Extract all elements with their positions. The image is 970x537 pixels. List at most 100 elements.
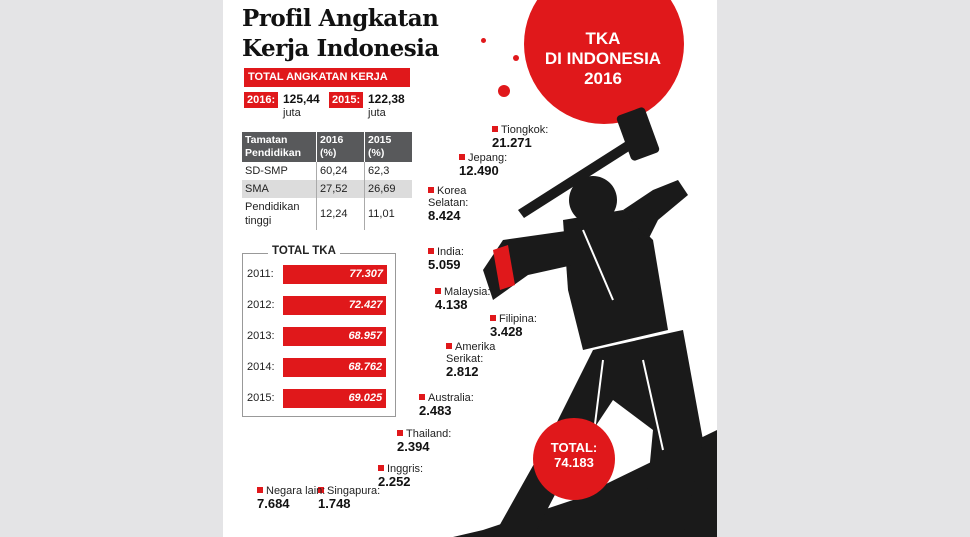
year-2015-label: 2015: bbox=[329, 92, 364, 108]
country-item: Australia: 2.483 bbox=[419, 392, 474, 418]
table-cell: 60,24 bbox=[316, 162, 365, 180]
country-name: Amerika Serikat: bbox=[446, 341, 496, 365]
country-item: Inggris: 2.252 bbox=[378, 463, 423, 489]
sun-title-line1: TKA bbox=[585, 29, 621, 48]
header-cell: Tamatan Pendidikan bbox=[242, 132, 317, 162]
country-item: Thailand: 2.394 bbox=[397, 428, 451, 454]
table-cell: SMA bbox=[242, 180, 317, 198]
bullet-icon bbox=[459, 154, 465, 160]
red-splatter-dot bbox=[498, 85, 510, 97]
country-name-row: Singapura: bbox=[318, 485, 380, 497]
country-item: Korea Selatan: 8.424 bbox=[428, 185, 508, 223]
country-value: 4.138 bbox=[435, 297, 468, 312]
total-angkatan-label: TOTAL ANGKATAN KERJA bbox=[244, 68, 410, 87]
bar-year-label: 2012: bbox=[247, 299, 275, 311]
education-table: Tamatan Pendidikan 2016 (%) 2015 (%) SD-… bbox=[242, 132, 412, 230]
bullet-icon bbox=[490, 315, 496, 321]
country-item: India: 5.059 bbox=[428, 246, 464, 272]
table-row: Pendidikan tinggi 12,24 11,01 bbox=[242, 198, 412, 230]
country-name: Tiongkok: bbox=[501, 124, 549, 136]
bar-year-label: 2014: bbox=[247, 361, 275, 373]
bar-year-label: 2011: bbox=[247, 268, 274, 280]
table-cell: 26,69 bbox=[364, 180, 412, 198]
country-item: Amerika Serikat: 2.812 bbox=[446, 341, 526, 379]
country-value: 1.748 bbox=[318, 496, 351, 511]
header-cell: 2016 (%) bbox=[316, 132, 365, 162]
education-table-header: Tamatan Pendidikan 2016 (%) 2015 (%) bbox=[242, 132, 412, 162]
country-value: 7.684 bbox=[257, 496, 290, 511]
country-name-row: Malaysia: bbox=[435, 286, 490, 298]
country-name-row: Negara lain: bbox=[257, 485, 325, 497]
country-name-row: Tiongkok: bbox=[492, 124, 548, 136]
country-name: India: bbox=[437, 246, 464, 258]
country-value: 3.428 bbox=[490, 324, 523, 339]
bullet-icon bbox=[378, 465, 384, 471]
country-name-row: Australia: bbox=[419, 392, 474, 404]
page-title-line1: Profil Angkatan bbox=[242, 5, 439, 32]
sun-title-line3: 2016 bbox=[584, 69, 622, 88]
country-item: Filipina: 3.428 bbox=[490, 313, 537, 339]
country-value: 5.059 bbox=[428, 257, 461, 272]
bullet-icon bbox=[446, 343, 452, 349]
bar-year-label: 2013: bbox=[247, 330, 275, 342]
country-name: Australia: bbox=[428, 392, 474, 404]
bar-year-label: 2015: bbox=[247, 392, 275, 404]
red-sun-circle bbox=[524, 0, 684, 124]
total-circle-label: TOTAL: bbox=[550, 440, 598, 455]
country-value: 2.252 bbox=[378, 474, 411, 489]
table-row: SD-SMP 60,24 62,3 bbox=[242, 162, 412, 180]
country-name-row: Filipina: bbox=[490, 313, 537, 325]
country-name-row: Amerika Serikat: bbox=[446, 341, 526, 365]
country-name-row: Inggris: bbox=[378, 463, 423, 475]
bullet-icon bbox=[435, 288, 441, 294]
table-cell: SD-SMP bbox=[245, 165, 288, 177]
country-name: Malaysia: bbox=[444, 286, 491, 298]
country-name-row: Korea Selatan: bbox=[428, 185, 508, 209]
total-tka-title: TOTAL TKA bbox=[268, 245, 340, 257]
country-value: 2.483 bbox=[419, 403, 452, 418]
country-item: Tiongkok: 21.271 bbox=[492, 124, 548, 150]
sun-title-line2: DI INDONESIA bbox=[544, 49, 662, 68]
country-name: Filipina: bbox=[499, 313, 537, 325]
year-2016-label: 2016: bbox=[244, 92, 279, 108]
bullet-icon bbox=[257, 487, 263, 493]
red-splatter-dot bbox=[513, 55, 519, 61]
country-name-row: Jepang: bbox=[459, 152, 507, 164]
country-name: Inggris: bbox=[387, 463, 424, 475]
tka-bar: 68.957 bbox=[283, 327, 387, 346]
total-circle-value: 74.183 bbox=[554, 455, 594, 470]
country-value: 2.812 bbox=[446, 364, 479, 379]
infographic: TKA DI INDONESIA 2016 bbox=[223, 0, 717, 537]
table-cell: 27,52 bbox=[316, 180, 365, 198]
header-cell: 2015 (%) bbox=[364, 132, 412, 162]
page-title-line2: Kerja Indonesia bbox=[242, 35, 439, 62]
country-name: Jepang: bbox=[468, 152, 508, 164]
country-value: 2.394 bbox=[397, 439, 430, 454]
country-item: Negara lain: 7.684 bbox=[257, 485, 325, 511]
bullet-icon bbox=[428, 187, 434, 193]
country-item: Singapura: 1.748 bbox=[318, 485, 380, 511]
table-row: SMA 27,52 26,69 bbox=[242, 180, 412, 198]
bullet-icon bbox=[428, 248, 434, 254]
year-2016-unit: juta bbox=[283, 107, 301, 119]
tka-bar: 72.427 bbox=[283, 296, 387, 315]
country-name: Singapura: bbox=[327, 485, 381, 497]
year-2016-value: 125,44 bbox=[283, 92, 320, 106]
country-name: Negara lain: bbox=[266, 485, 326, 497]
country-value: 21.271 bbox=[492, 135, 532, 150]
bullet-icon bbox=[397, 430, 403, 436]
sun-title: TKA DI INDONESIA 2016 bbox=[533, 29, 673, 89]
total-circle: TOTAL: 74.183 bbox=[533, 418, 615, 500]
tka-bar: 68.762 bbox=[283, 358, 387, 377]
country-name: Korea Selatan: bbox=[428, 185, 469, 209]
bullet-icon bbox=[492, 126, 498, 132]
red-splatter-dot bbox=[481, 38, 486, 43]
country-name-row: India: bbox=[428, 246, 464, 258]
country-item: Malaysia: 4.138 bbox=[435, 286, 490, 312]
country-name-row: Thailand: bbox=[397, 428, 451, 440]
table-cell: 12,24 bbox=[316, 198, 365, 230]
tka-bar: 77.307 bbox=[283, 265, 387, 284]
page-title: Profil Angkatan Kerja Indonesia bbox=[242, 4, 439, 64]
bullet-icon bbox=[318, 487, 324, 493]
table-cell: Pendidikan tinggi bbox=[245, 201, 300, 227]
